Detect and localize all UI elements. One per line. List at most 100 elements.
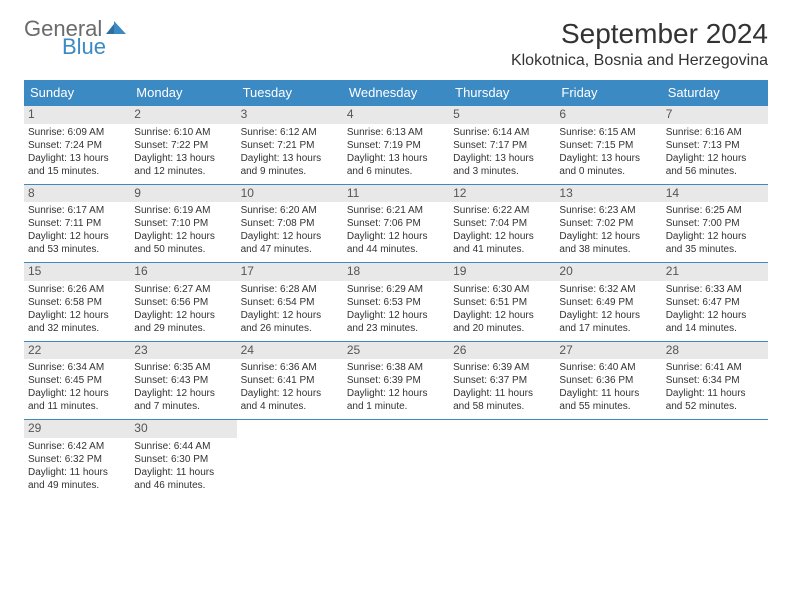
day-info: Sunrise: 6:19 AMSunset: 7:10 PMDaylight:… [134,204,232,256]
day-cell: 27Sunrise: 6:40 AMSunset: 6:36 PMDayligh… [555,341,661,420]
day-cell: 10Sunrise: 6:20 AMSunset: 7:08 PMDayligh… [237,184,343,263]
day-number: 13 [555,185,661,203]
day-cell: 13Sunrise: 6:23 AMSunset: 7:02 PMDayligh… [555,184,661,263]
day-info: Sunrise: 6:30 AMSunset: 6:51 PMDaylight:… [453,283,551,335]
day-header: Tuesday [237,80,343,106]
day-number: 30 [130,420,236,438]
day-header: Sunday [24,80,130,106]
day-info: Sunrise: 6:29 AMSunset: 6:53 PMDaylight:… [347,283,445,335]
day-header: Saturday [662,80,768,106]
day-number: 25 [343,342,449,360]
empty-cell [662,420,768,498]
day-cell: 2 Sunrise: 6:10 AMSunset: 7:22 PMDaylight… [130,106,236,185]
day-info: Sunrise: 6:13 AMSunset: 7:19 PMDaylight:… [347,126,445,178]
day-header: Wednesday [343,80,449,106]
day-number: 19 [449,263,555,281]
month-title: September 2024 [511,18,768,50]
day-info: Sunrise: 6:23 AMSunset: 7:02 PMDaylight:… [559,204,657,256]
day-cell: 18 Sunrise: 6:29 AMSunset: 6:53 PMDayligh… [343,263,449,342]
day-info: Sunrise: 6:25 AMSunset: 7:00 PMDaylight:… [666,204,764,256]
day-cell: 22Sunrise: 6:34 AMSunset: 6:45 PMDayligh… [24,341,130,420]
day-number: 11 [343,185,449,203]
calendar-body: 1 Sunrise: 6:09 AMSunset: 7:24 PMDaylight… [24,106,768,498]
day-cell: 25Sunrise: 6:38 AMSunset: 6:39 PMDayligh… [343,341,449,420]
logo-word2: Blue [62,36,128,58]
day-cell: 24Sunrise: 6:36 AMSunset: 6:41 PMDayligh… [237,341,343,420]
day-cell: 9Sunrise: 6:19 AMSunset: 7:10 PMDaylight… [130,184,236,263]
week-row: 22Sunrise: 6:34 AMSunset: 6:45 PMDayligh… [24,341,768,420]
week-row: 29 Sunrise: 6:42 AMSunset: 6:32 PMDayligh… [24,420,768,498]
day-info: Sunrise: 6:41 AMSunset: 6:34 PMDaylight:… [666,361,764,413]
empty-cell [449,420,555,498]
day-number: 15 [24,263,130,281]
day-number: 16 [130,263,236,281]
day-info: Sunrise: 6:09 AMSunset: 7:24 PMDaylight:… [28,126,126,178]
day-cell: 4 Sunrise: 6:13 AMSunset: 7:19 PMDaylight… [343,106,449,185]
day-number: 3 [237,106,343,124]
day-info: Sunrise: 6:33 AMSunset: 6:47 PMDaylight:… [666,283,764,335]
day-number: 20 [555,263,661,281]
day-cell: 30 Sunrise: 6:44 AMSunset: 6:30 PMDayligh… [130,420,236,498]
day-cell: 19 Sunrise: 6:30 AMSunset: 6:51 PMDayligh… [449,263,555,342]
day-number: 14 [662,185,768,203]
week-row: 15 Sunrise: 6:26 AMSunset: 6:58 PMDayligh… [24,263,768,342]
day-number: 1 [24,106,130,124]
day-number: 2 [130,106,236,124]
day-number: 10 [237,185,343,203]
day-number: 21 [662,263,768,281]
empty-cell [343,420,449,498]
day-number: 26 [449,342,555,360]
day-cell: 23Sunrise: 6:35 AMSunset: 6:43 PMDayligh… [130,341,236,420]
day-cell: 1 Sunrise: 6:09 AMSunset: 7:24 PMDaylight… [24,106,130,185]
day-cell: 5Sunrise: 6:14 AMSunset: 7:17 PMDaylight… [449,106,555,185]
day-info: Sunrise: 6:20 AMSunset: 7:08 PMDaylight:… [241,204,339,256]
logo: General Blue [24,18,128,58]
day-info: Sunrise: 6:44 AMSunset: 6:30 PMDaylight:… [134,440,232,492]
location: Klokotnica, Bosnia and Herzegovina [511,52,768,70]
week-row: 8Sunrise: 6:17 AMSunset: 7:11 PMDaylight… [24,184,768,263]
day-header: Monday [130,80,236,106]
day-info: Sunrise: 6:32 AMSunset: 6:49 PMDaylight:… [559,283,657,335]
empty-cell [237,420,343,498]
day-number: 7 [662,106,768,124]
day-number: 17 [237,263,343,281]
day-number: 28 [662,342,768,360]
day-info: Sunrise: 6:14 AMSunset: 7:17 PMDaylight:… [453,126,551,178]
day-info: Sunrise: 6:28 AMSunset: 6:54 PMDaylight:… [241,283,339,335]
day-info: Sunrise: 6:40 AMSunset: 6:36 PMDaylight:… [559,361,657,413]
day-number: 4 [343,106,449,124]
day-cell: 14Sunrise: 6:25 AMSunset: 7:00 PMDayligh… [662,184,768,263]
day-info: Sunrise: 6:38 AMSunset: 6:39 PMDaylight:… [347,361,445,413]
day-cell: 15 Sunrise: 6:26 AMSunset: 6:58 PMDayligh… [24,263,130,342]
day-number: 18 [343,263,449,281]
title-block: September 2024 Klokotnica, Bosnia and He… [511,18,768,70]
day-header-row: SundayMondayTuesdayWednesdayThursdayFrid… [24,80,768,106]
day-cell: 28Sunrise: 6:41 AMSunset: 6:34 PMDayligh… [662,341,768,420]
calendar-table: SundayMondayTuesdayWednesdayThursdayFrid… [24,80,768,498]
day-info: Sunrise: 6:10 AMSunset: 7:22 PMDaylight:… [134,126,232,178]
day-info: Sunrise: 6:21 AMSunset: 7:06 PMDaylight:… [347,204,445,256]
day-cell: 17 Sunrise: 6:28 AMSunset: 6:54 PMDayligh… [237,263,343,342]
day-cell: 26Sunrise: 6:39 AMSunset: 6:37 PMDayligh… [449,341,555,420]
day-info: Sunrise: 6:42 AMSunset: 6:32 PMDaylight:… [28,440,126,492]
day-info: Sunrise: 6:26 AMSunset: 6:58 PMDaylight:… [28,283,126,335]
day-number: 6 [555,106,661,124]
day-cell: 11Sunrise: 6:21 AMSunset: 7:06 PMDayligh… [343,184,449,263]
week-row: 1 Sunrise: 6:09 AMSunset: 7:24 PMDaylight… [24,106,768,185]
day-cell: 12Sunrise: 6:22 AMSunset: 7:04 PMDayligh… [449,184,555,263]
day-cell: 20 Sunrise: 6:32 AMSunset: 6:49 PMDayligh… [555,263,661,342]
day-info: Sunrise: 6:12 AMSunset: 7:21 PMDaylight:… [241,126,339,178]
day-number: 22 [24,342,130,360]
day-info: Sunrise: 6:36 AMSunset: 6:41 PMDaylight:… [241,361,339,413]
day-info: Sunrise: 6:15 AMSunset: 7:15 PMDaylight:… [559,126,657,178]
day-info: Sunrise: 6:16 AMSunset: 7:13 PMDaylight:… [666,126,764,178]
day-number: 9 [130,185,236,203]
day-info: Sunrise: 6:39 AMSunset: 6:37 PMDaylight:… [453,361,551,413]
day-number: 8 [24,185,130,203]
day-info: Sunrise: 6:27 AMSunset: 6:56 PMDaylight:… [134,283,232,335]
day-number: 29 [24,420,130,438]
day-info: Sunrise: 6:35 AMSunset: 6:43 PMDaylight:… [134,361,232,413]
day-cell: 6 Sunrise: 6:15 AMSunset: 7:15 PMDaylight… [555,106,661,185]
day-cell: 7 Sunrise: 6:16 AMSunset: 7:13 PMDaylight… [662,106,768,185]
day-number: 24 [237,342,343,360]
